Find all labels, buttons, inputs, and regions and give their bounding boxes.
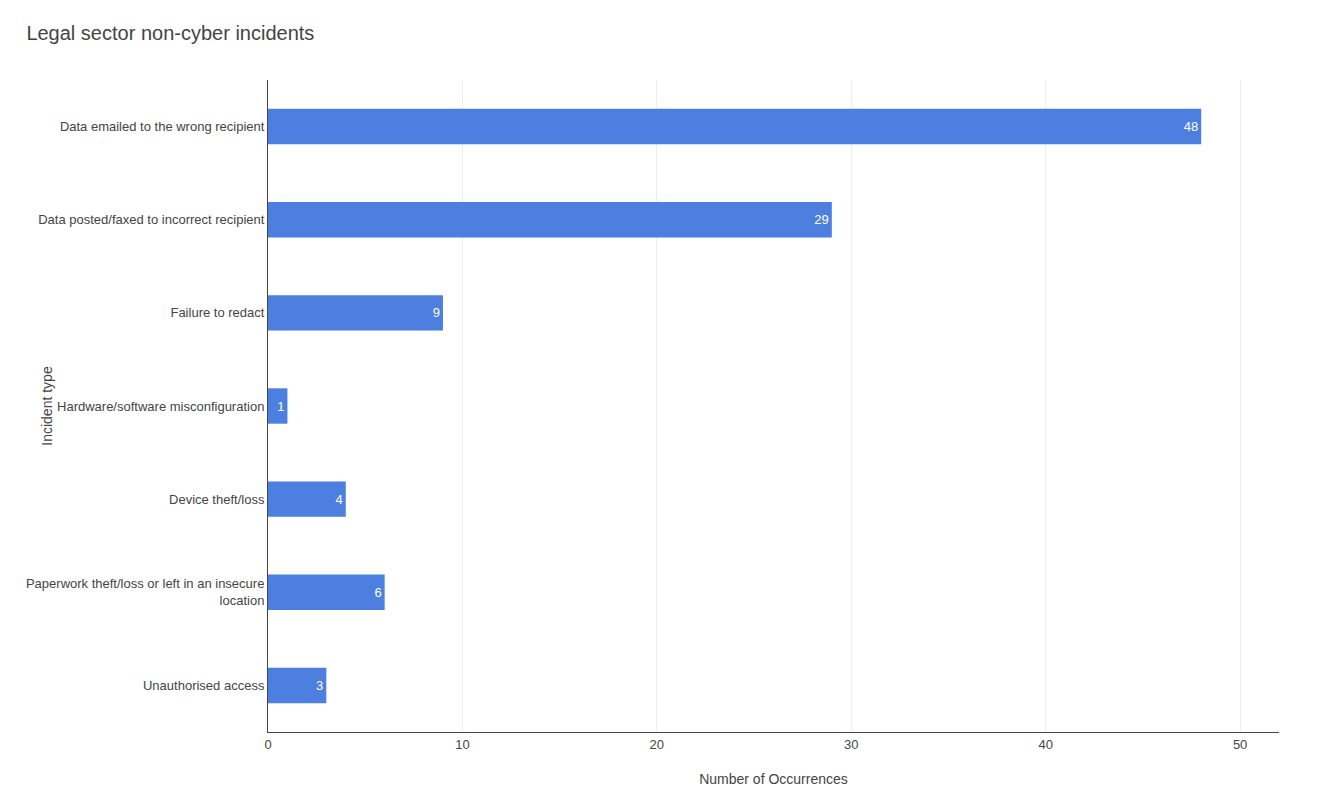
- svg-text:9: 9: [433, 305, 440, 320]
- svg-text:40: 40: [1038, 737, 1052, 752]
- svg-text:Legal sector non-cyber inciden: Legal sector non-cyber incidents: [26, 22, 314, 44]
- svg-text:0: 0: [264, 737, 271, 752]
- svg-text:Data posted/faxed to incorrect: Data posted/faxed to incorrect recipient: [38, 212, 265, 227]
- svg-text:29: 29: [814, 212, 828, 227]
- svg-text:Failure to redact: Failure to redact: [170, 305, 264, 320]
- svg-text:Data emailed to the wrong reci: Data emailed to the wrong recipient: [60, 119, 265, 134]
- svg-text:10: 10: [455, 737, 469, 752]
- svg-text:Hardware/software misconfigura: Hardware/software misconfiguration: [57, 399, 264, 414]
- svg-text:4: 4: [336, 492, 343, 507]
- svg-text:Number of Occurrences: Number of Occurrences: [699, 771, 848, 787]
- svg-text:1: 1: [277, 399, 284, 414]
- svg-text:50: 50: [1233, 737, 1247, 752]
- svg-text:20: 20: [650, 737, 664, 752]
- svg-text:3: 3: [316, 678, 323, 693]
- svg-text:Paperwork theft/loss or left i: Paperwork theft/loss or left in an insec…: [26, 576, 264, 608]
- svg-text:30: 30: [844, 737, 858, 752]
- svg-text:Device theft/loss: Device theft/loss: [169, 492, 265, 507]
- svg-text:48: 48: [1184, 119, 1198, 134]
- svg-text:Incident type: Incident type: [39, 366, 55, 446]
- svg-text:6: 6: [374, 585, 381, 600]
- svg-text:Unauthorised access: Unauthorised access: [143, 678, 265, 693]
